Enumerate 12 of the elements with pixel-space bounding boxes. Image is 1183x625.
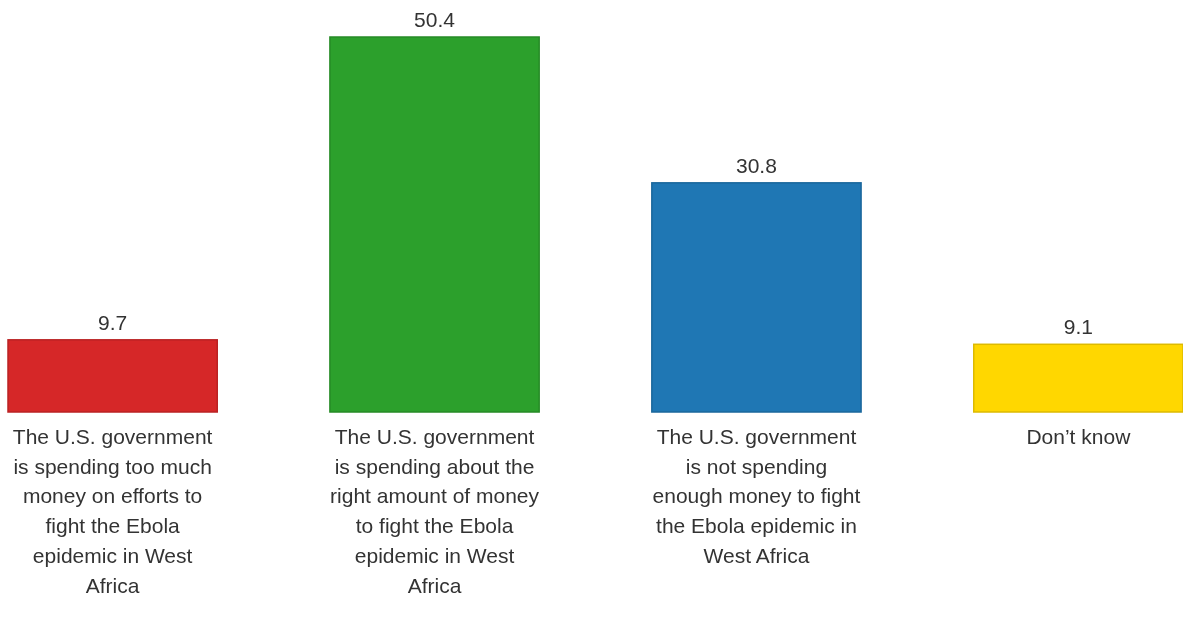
x-tick-label: Don’t know [1026,425,1132,448]
bar [973,343,1183,413]
data-label: 30.8 [736,153,777,177]
bar [329,36,540,413]
data-label: 9.7 [98,310,128,334]
bar [651,182,862,413]
x-tick-label: The U.S. government is not spending enough money to fight the Ebola epidemic in West Africa [652,425,861,567]
data-label: 9.1 [1063,315,1093,339]
data-label: 50.4 [414,8,456,31]
x-tick-label: The U.S. government is spending too much money on efforts to fight the Ebola epidemic in West Africa [12,425,213,597]
bar [7,339,218,413]
x-tick-label: The U.S. government is spending about the right amount of money to fight the Ebola epidemic in West Africa [330,425,540,597]
